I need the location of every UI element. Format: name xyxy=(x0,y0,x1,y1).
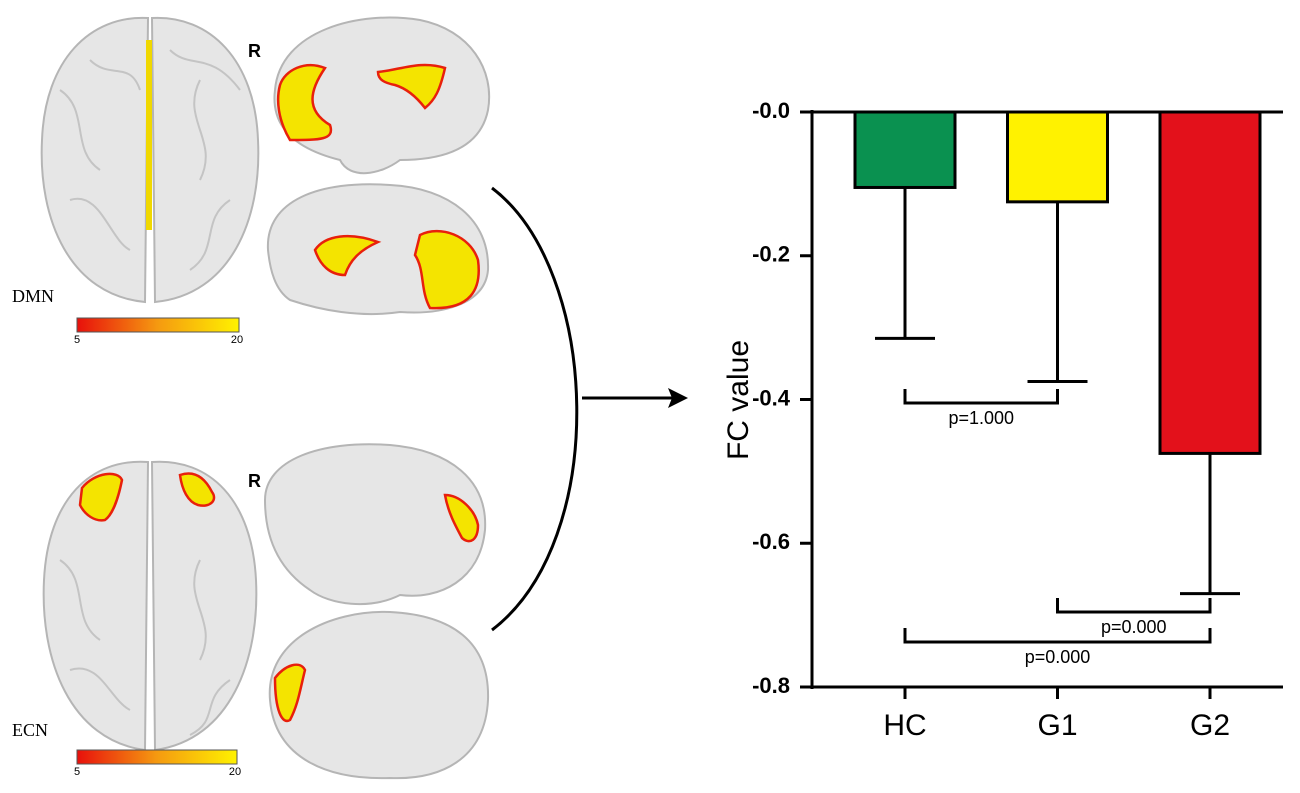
significance-bracket xyxy=(903,628,1212,644)
colorbar-max: 20 xyxy=(229,766,241,778)
sulci xyxy=(59,49,241,271)
sulci xyxy=(59,559,231,736)
bar-chart: FC value -0.0 -0.2 -0.4 -0.6 -0.8 HC G1 G2 p=1.0… xyxy=(722,98,1283,742)
activation xyxy=(178,472,216,507)
activation xyxy=(443,493,480,543)
brain-top-right xyxy=(150,460,258,752)
activation xyxy=(413,229,480,310)
arrow-head xyxy=(668,388,688,408)
significance-label: p=0.000 xyxy=(1101,617,1167,637)
brain-lateral xyxy=(268,610,490,780)
significance-label: p=0.000 xyxy=(1025,647,1091,667)
ecn-panel: R ECN 5 20 xyxy=(12,443,490,780)
colorbar-min: 5 xyxy=(74,334,80,346)
y-tick-label: -0.2 xyxy=(752,242,790,267)
bar xyxy=(853,110,957,189)
dmn-panel: R DMN 5 20 xyxy=(12,16,491,346)
y-tick-label: -0.4 xyxy=(752,385,791,410)
brain-lateral xyxy=(263,443,487,606)
colorbar xyxy=(76,317,240,333)
brain-top-left xyxy=(40,16,150,304)
colorbar xyxy=(76,749,238,765)
colorbar-max: 20 xyxy=(231,334,243,346)
y-tick-label: -0.0 xyxy=(752,98,790,123)
x-tick-label: G1 xyxy=(1037,709,1077,742)
bar xyxy=(1006,110,1109,204)
brain-top-left xyxy=(42,460,150,752)
activation xyxy=(376,63,447,110)
side-label: R xyxy=(248,41,261,61)
y-tick-label: -0.8 xyxy=(752,673,790,698)
significance-bracket xyxy=(903,389,1059,405)
y-axis-label: FC value xyxy=(722,340,755,460)
x-tick-label: G2 xyxy=(1190,709,1230,742)
y-tick-label: -0.6 xyxy=(752,529,790,554)
significance-bracket xyxy=(1056,598,1212,614)
significance-label: p=1.000 xyxy=(948,408,1014,428)
network-label: ECN xyxy=(12,720,48,740)
colorbar-min: 5 xyxy=(74,766,80,778)
activation xyxy=(146,40,152,230)
bar xyxy=(1158,110,1262,455)
activation xyxy=(273,663,307,723)
side-label: R xyxy=(248,471,261,491)
activation xyxy=(276,63,333,142)
activation xyxy=(313,235,382,277)
x-tick-label: HC xyxy=(883,709,926,742)
connector-arc xyxy=(491,186,579,632)
network-label: DMN xyxy=(12,286,54,306)
activation xyxy=(78,472,124,522)
